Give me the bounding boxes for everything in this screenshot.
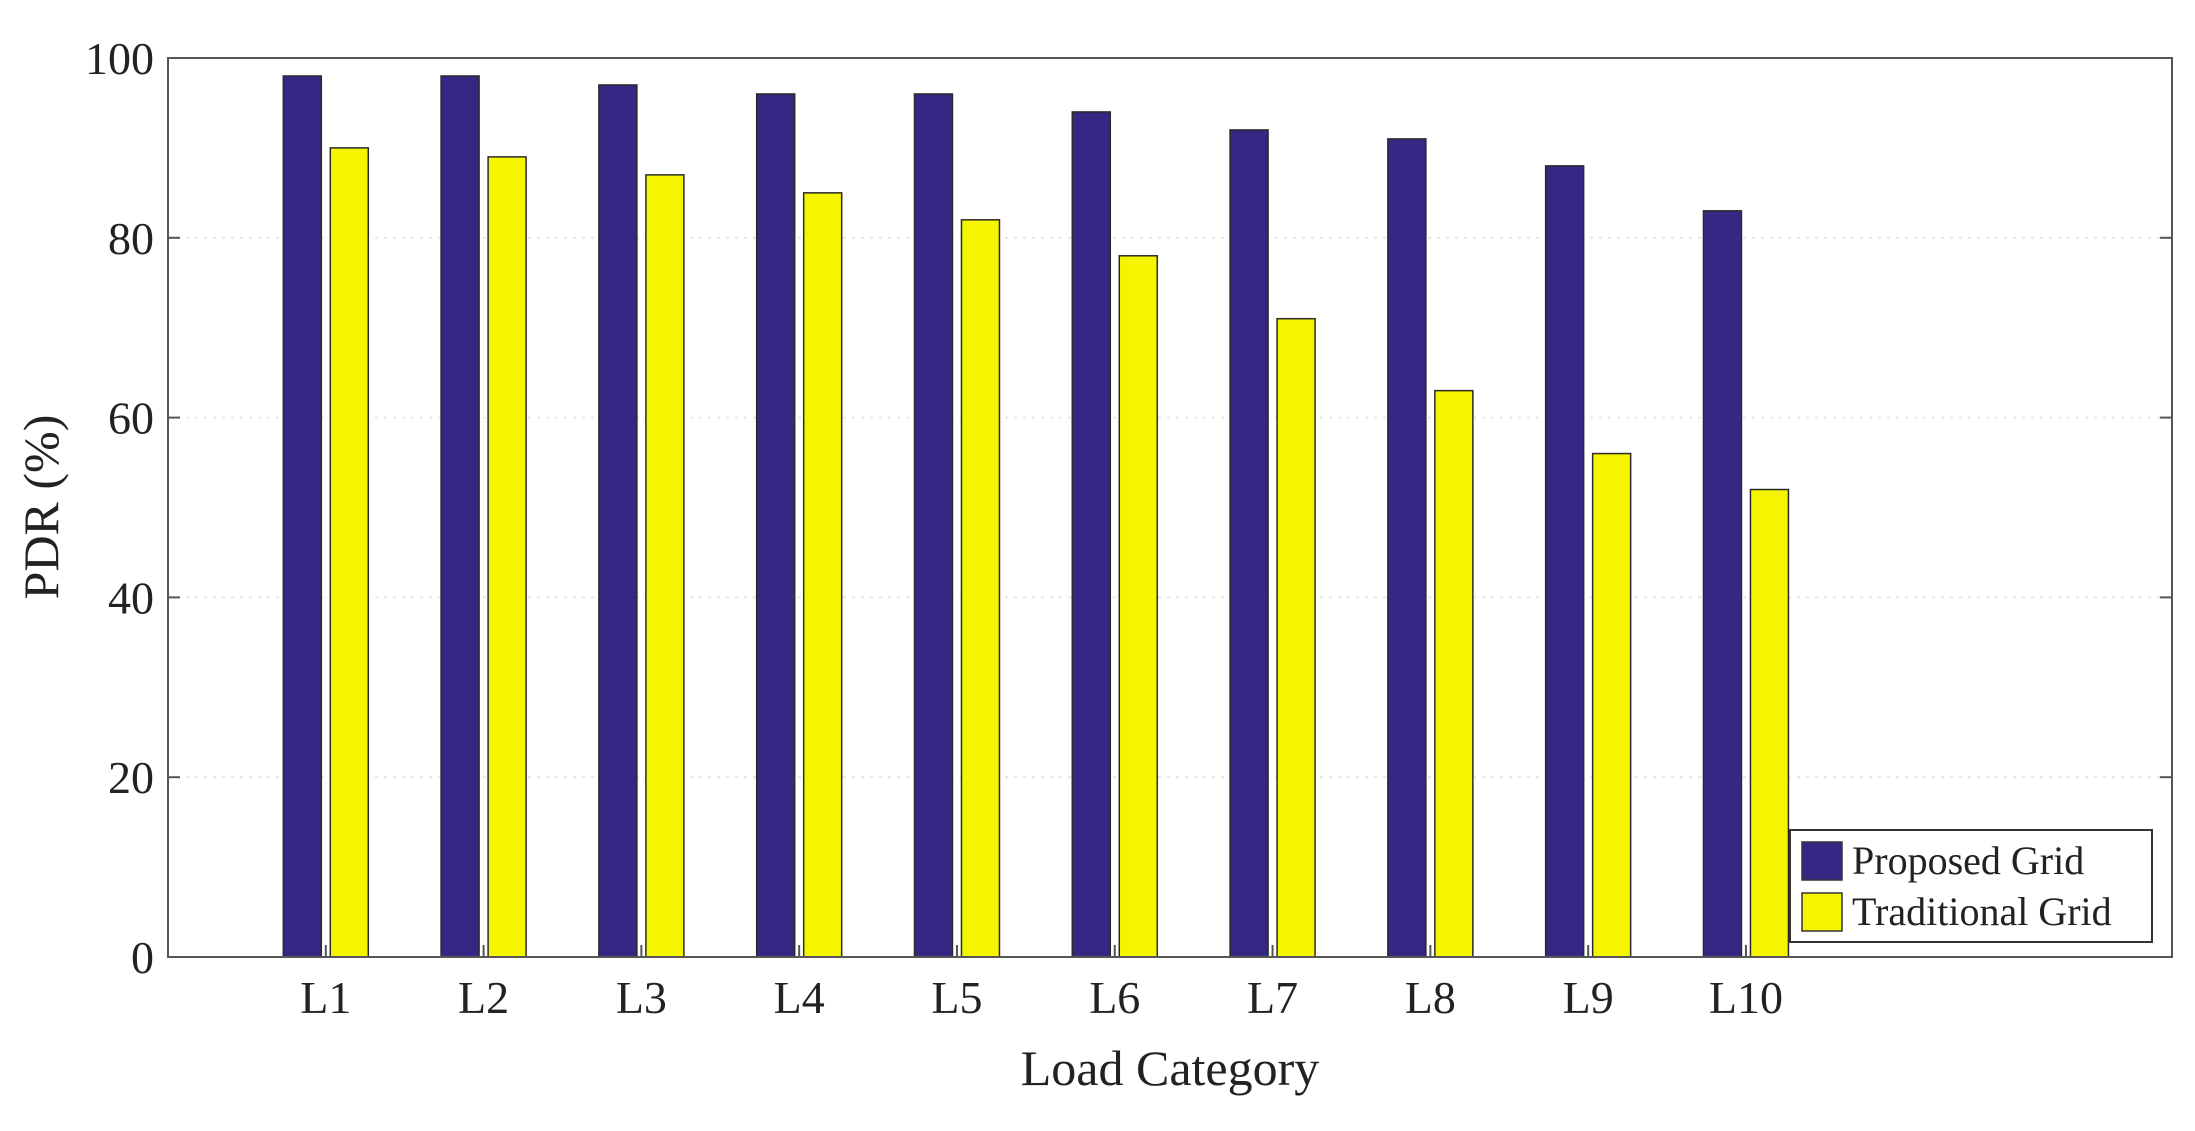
x-tick-label: L5 [931, 972, 982, 1023]
bar-proposed-grid-l10 [1702, 210, 1743, 958]
bar-traditional-grid-l3 [645, 174, 685, 958]
x-tick-label: L9 [1563, 972, 1614, 1023]
x-tick-label: L6 [1089, 972, 1140, 1023]
x-tick-label: L10 [1709, 972, 1783, 1023]
y-tick-label: 40 [108, 572, 154, 623]
bar-traditional-grid-l5 [960, 219, 1001, 958]
y-axis-title: PDR (%) [13, 415, 69, 600]
bar-proposed-grid-l8 [1387, 138, 1427, 958]
x-tick-label: L2 [458, 972, 509, 1023]
bar-proposed-grid-l6 [1071, 111, 1112, 958]
bar-traditional-grid-l1 [329, 147, 370, 958]
y-tick-label: 80 [108, 213, 154, 264]
bar-proposed-grid-l9 [1544, 165, 1585, 958]
y-tick-label: 0 [131, 932, 154, 983]
bar-traditional-grid-l9 [1591, 452, 1632, 958]
bar-traditional-grid-l8 [1434, 389, 1474, 958]
x-ticks: L1 L2 L3 L4 L5 L6 L7 L8 L9 L10 [300, 945, 1783, 1023]
y-tick-label: 20 [108, 752, 154, 803]
bar-proposed-grid-l2 [440, 75, 480, 958]
bar-traditional-grid-l4 [802, 192, 843, 958]
bar-proposed-grid-l3 [598, 84, 638, 958]
x-tick-label: L8 [1405, 972, 1456, 1023]
legend: Proposed Grid Traditional Grid [1789, 829, 2153, 943]
legend-box [1789, 829, 2153, 943]
bar-proposed-grid-l1 [282, 75, 323, 958]
legend-label-traditional-grid: Traditional Grid [1852, 889, 2112, 934]
bar-traditional-grid-l2 [487, 156, 527, 958]
legend-label-proposed-grid: Proposed Grid [1852, 838, 2084, 883]
bar-traditional-grid-l7 [1276, 317, 1316, 958]
bar-proposed-grid-l5 [913, 93, 954, 958]
y-ticks: 0 20 40 60 80 100 [85, 33, 2172, 983]
y-tick-label: 60 [108, 393, 154, 444]
x-axis-title: Load Category [1021, 1040, 1320, 1096]
legend-swatch-traditional-grid [1801, 892, 1843, 932]
bar-proposed-grid-l7 [1229, 129, 1269, 958]
bar-traditional-grid-l6 [1118, 255, 1159, 958]
x-tick-label: L7 [1247, 972, 1298, 1023]
legend-swatch-proposed-grid [1801, 841, 1843, 881]
plot-frame [167, 57, 2173, 958]
bar-traditional-grid-l10 [1749, 488, 1790, 958]
bar-proposed-grid-l4 [755, 93, 796, 958]
x-tick-label: L4 [774, 972, 825, 1023]
x-tick-label: L3 [616, 972, 667, 1023]
x-tick-label: L1 [300, 972, 351, 1023]
y-tick-label: 100 [85, 33, 154, 84]
